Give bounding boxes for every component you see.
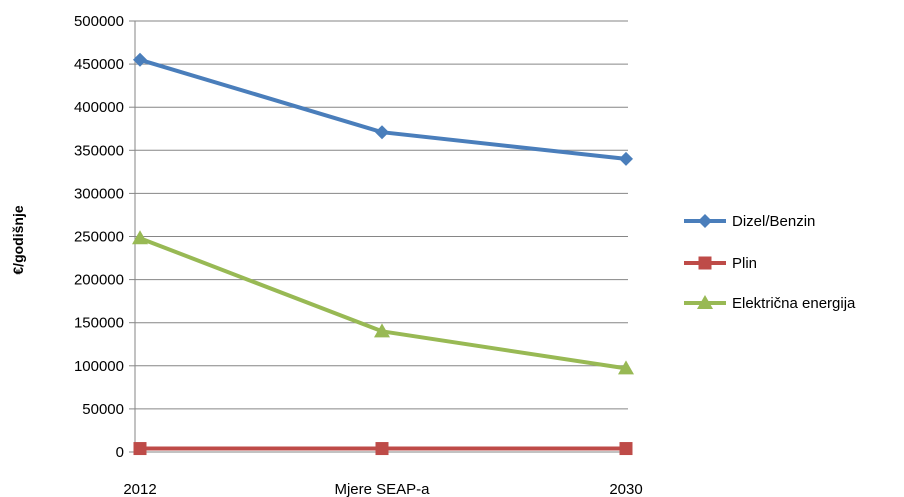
gridlines: [129, 20, 628, 453]
x-tick-label: Mjere SEAP-a: [334, 481, 430, 497]
series-line: [139, 57, 627, 161]
legend-label: Plin: [732, 255, 757, 272]
legend-marker: [698, 256, 712, 270]
legend-label: Dizel/Benzin: [732, 213, 815, 230]
y-tick-label: 200000: [74, 272, 124, 289]
x-tick-label: 2030: [609, 481, 642, 497]
series-line: [139, 236, 627, 371]
series-diamond: [133, 52, 633, 166]
legend-marker: [697, 295, 713, 309]
y-tick-labels: 0 50000 100000 150000 200000 250000 300000 3500…: [74, 13, 124, 461]
legend: Dizel/Benzin Plin Električna energija: [684, 213, 856, 312]
y-tick-label: 400000: [74, 99, 124, 116]
data-point: [133, 442, 147, 456]
legend-label: Električna energija: [732, 295, 856, 312]
legend-marker: [698, 214, 712, 228]
legend-item: Plin: [684, 255, 757, 272]
series-square: [133, 442, 633, 456]
data-point: [132, 230, 148, 245]
x-tick-labels: 2012 Mjere SEAP-a 2030: [123, 481, 642, 497]
x-tick-label: 2012: [123, 481, 156, 497]
data-point: [619, 151, 633, 166]
legend-item: Električna energija: [684, 295, 856, 312]
data-point: [133, 52, 147, 67]
y-tick-label: 450000: [74, 56, 124, 73]
series-lines: [132, 52, 634, 456]
data-point: [619, 442, 633, 456]
y-tick-label: 100000: [74, 358, 124, 375]
data-point: [375, 442, 389, 456]
y-tick-label: 50000: [82, 401, 124, 418]
y-axis-label: €/godišnje: [10, 205, 26, 274]
y-tick-label: 350000: [74, 142, 124, 159]
series-triangle: [132, 230, 634, 375]
data-point: [374, 323, 390, 338]
data-point: [618, 360, 634, 375]
legend-item: Dizel/Benzin: [684, 213, 815, 230]
data-point: [375, 125, 389, 140]
y-tick-label: 300000: [74, 185, 124, 202]
y-tick-label: 0: [116, 444, 124, 461]
y-tick-label: 500000: [74, 13, 124, 30]
y-tick-label: 150000: [74, 315, 124, 332]
y-tick-label: 250000: [74, 229, 124, 246]
